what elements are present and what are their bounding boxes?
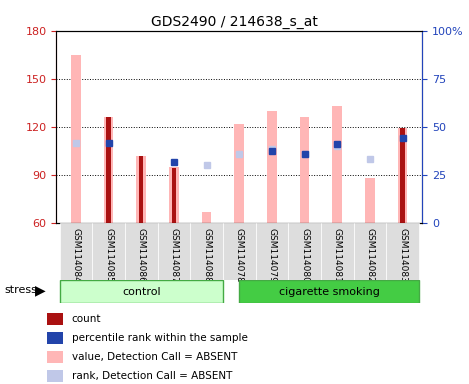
FancyBboxPatch shape <box>60 223 92 280</box>
Bar <box>104 117 113 223</box>
Bar <box>47 370 63 382</box>
Bar <box>267 111 277 223</box>
Bar <box>202 212 212 223</box>
Bar <box>398 128 408 223</box>
FancyBboxPatch shape <box>190 223 223 280</box>
Text: GSM114085: GSM114085 <box>104 228 113 283</box>
Text: rank, Detection Call = ABSENT: rank, Detection Call = ABSENT <box>72 371 232 381</box>
Text: control: control <box>122 287 160 297</box>
Bar <box>106 117 111 223</box>
Text: GSM114083: GSM114083 <box>398 228 407 283</box>
Bar <box>136 156 146 223</box>
FancyBboxPatch shape <box>288 223 321 280</box>
FancyBboxPatch shape <box>386 223 419 280</box>
FancyBboxPatch shape <box>125 223 158 280</box>
Bar <box>47 313 63 325</box>
FancyBboxPatch shape <box>256 223 288 280</box>
FancyBboxPatch shape <box>92 223 125 280</box>
Text: GSM114088: GSM114088 <box>202 228 211 283</box>
Bar <box>300 117 310 223</box>
FancyBboxPatch shape <box>223 223 256 280</box>
Bar <box>169 167 179 223</box>
Bar <box>139 156 143 223</box>
Text: GSM114087: GSM114087 <box>169 228 178 283</box>
Bar <box>172 168 176 223</box>
Text: percentile rank within the sample: percentile rank within the sample <box>72 333 248 343</box>
FancyBboxPatch shape <box>321 223 354 280</box>
FancyBboxPatch shape <box>158 223 190 280</box>
Text: ▶: ▶ <box>35 283 45 297</box>
Text: GSM114079: GSM114079 <box>267 228 276 283</box>
Bar <box>401 128 405 223</box>
Text: stress: stress <box>5 285 38 295</box>
Text: GSM114080: GSM114080 <box>300 228 309 283</box>
Bar <box>234 124 244 223</box>
Text: value, Detection Call = ABSENT: value, Detection Call = ABSENT <box>72 352 237 362</box>
FancyBboxPatch shape <box>60 280 223 303</box>
Text: GSM114081: GSM114081 <box>333 228 342 283</box>
Text: GSM114084: GSM114084 <box>71 228 80 283</box>
FancyBboxPatch shape <box>239 280 419 303</box>
Text: cigarette smoking: cigarette smoking <box>279 287 379 297</box>
Text: GSM114086: GSM114086 <box>136 228 146 283</box>
Bar <box>47 332 63 344</box>
Bar <box>71 55 81 223</box>
Text: count: count <box>72 314 101 324</box>
FancyBboxPatch shape <box>354 223 386 280</box>
Text: GDS2490 / 214638_s_at: GDS2490 / 214638_s_at <box>151 15 318 29</box>
Text: GSM114082: GSM114082 <box>365 228 374 283</box>
Bar <box>365 178 375 223</box>
Bar <box>47 351 63 363</box>
Text: GSM114078: GSM114078 <box>234 228 244 283</box>
Bar <box>332 106 342 223</box>
